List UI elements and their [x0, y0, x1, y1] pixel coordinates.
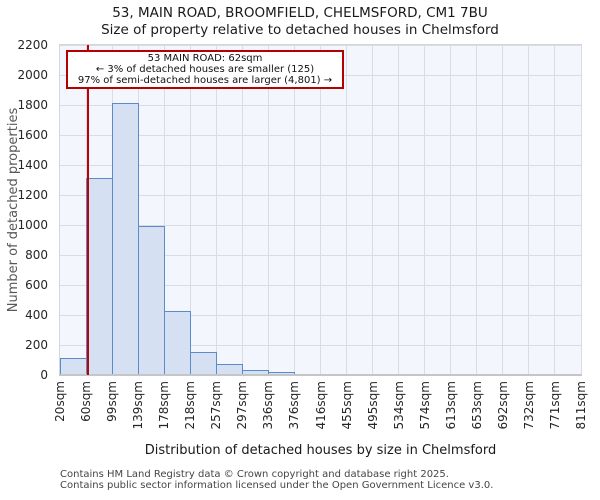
v-gridline	[580, 45, 582, 375]
chart-subtitle: Size of property relative to detached ho…	[101, 22, 499, 38]
x-tick-label: 297sqm	[235, 381, 250, 430]
y-tick-label: 1000	[17, 218, 48, 232]
v-gridline	[320, 45, 322, 375]
annotation-box: 53 MAIN ROAD: 62sqm ← 3% of detached hou…	[66, 50, 344, 89]
histogram-bar	[112, 103, 139, 375]
x-tick-label: 139sqm	[131, 381, 146, 430]
x-tick-label: 455sqm	[339, 381, 354, 430]
x-tick-label: 60sqm	[79, 381, 94, 422]
x-tick-label: 99sqm	[105, 381, 120, 422]
x-tick-label: 416sqm	[313, 381, 328, 430]
y-tick-label: 2000	[17, 68, 48, 82]
v-gridline	[215, 45, 217, 375]
y-tick-label: 2200	[17, 38, 48, 52]
x-tick-label: 692sqm	[495, 381, 510, 430]
annotation-line-2: ← 3% of detached houses are smaller (125…	[95, 64, 315, 75]
y-tick-label: 1800	[17, 98, 48, 112]
y-tick-label: 400	[25, 308, 48, 322]
x-tick-label: 534sqm	[391, 381, 406, 430]
annotation-line-3: 97% of semi-detached houses are larger (…	[77, 75, 333, 86]
histogram-bar	[138, 226, 165, 375]
v-gridline	[267, 45, 269, 375]
x-tick-label: 771sqm	[547, 381, 562, 430]
x-tick-label: 495sqm	[365, 381, 380, 430]
x-tick-label: 218sqm	[183, 381, 198, 430]
property-marker-line	[86, 45, 89, 375]
v-gridline	[528, 45, 530, 375]
y-tick-label: 800	[25, 248, 48, 262]
y-tick-label: 1600	[17, 128, 48, 142]
x-tick-label: 811sqm	[574, 381, 588, 430]
x-tick-label: 574sqm	[417, 381, 432, 430]
v-gridline	[293, 45, 295, 375]
v-gridline	[163, 45, 165, 375]
plot-area: 0 200 400 600 800 1000 1200 1400 1600 1800 2000 220…	[17, 38, 588, 429]
histogram-bar	[268, 372, 295, 375]
x-axis-title: Distribution of detached houses by size …	[144, 443, 497, 458]
v-gridline	[476, 45, 478, 375]
histogram-bar	[86, 178, 113, 375]
y-axis-title: Number of detached properties	[6, 107, 21, 313]
x-axis-line	[59, 374, 582, 376]
x-tick-label: 257sqm	[209, 381, 224, 430]
x-tick-label: 20sqm	[53, 381, 67, 422]
x-tick-label: 732sqm	[521, 381, 536, 430]
v-gridline	[398, 45, 400, 375]
histogram-bar	[190, 352, 217, 375]
x-tick-label: 376sqm	[287, 381, 302, 430]
footer-attribution-1: Contains HM Land Registry data © Crown c…	[60, 469, 449, 480]
histogram-bar	[164, 311, 191, 375]
annotation-line-1: 53 MAIN ROAD: 62sqm	[147, 53, 263, 64]
x-tick-label: 178sqm	[157, 381, 172, 430]
y-tick-label: 1200	[17, 188, 48, 202]
v-gridline	[424, 45, 426, 375]
x-tick-label: 336sqm	[261, 381, 276, 430]
histogram-bar	[216, 364, 243, 375]
v-gridline	[450, 45, 452, 375]
v-gridline	[189, 45, 191, 375]
v-gridline	[241, 45, 243, 375]
v-gridline	[502, 45, 504, 375]
v-gridline	[554, 45, 556, 375]
chart-title: 53, MAIN ROAD, BROOMFIELD, CHELMSFORD, C…	[112, 5, 488, 21]
y-tick-label: 200	[25, 338, 48, 352]
y-tick-label: 600	[25, 278, 48, 292]
x-tick-label: 653sqm	[469, 381, 484, 430]
histogram-bar	[60, 358, 87, 375]
footer-attribution-2: Contains public sector information licen…	[60, 480, 494, 491]
v-gridline	[346, 45, 348, 375]
v-gridline	[372, 45, 374, 375]
x-tick-label: 613sqm	[443, 381, 458, 430]
y-tick-label: 1400	[17, 158, 48, 172]
y-tick-label: 0	[40, 368, 48, 382]
